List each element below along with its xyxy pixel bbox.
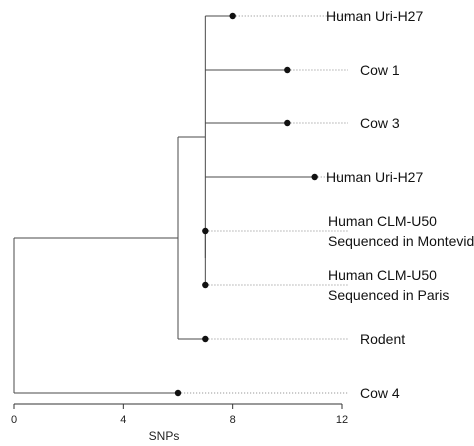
- label-leaf-6-line-2: Sequenced in Paris: [328, 287, 449, 303]
- node-leaf-7: [202, 335, 209, 343]
- tick-label-12: 12: [336, 414, 348, 426]
- leaf-labels: Human Uri-H27 Cow 1 Cow 3 Human Uri-H27 Huma…: [326, 8, 474, 401]
- tick-label-4: 4: [120, 414, 126, 426]
- label-leaf-1-line-1: Human Uri-H27: [326, 8, 423, 24]
- tick-label-8: 8: [230, 414, 236, 426]
- label-leaf-2-line-1: Cow 1: [360, 62, 400, 78]
- node-leaf-8: [174, 389, 182, 397]
- node-leaf-4: [311, 173, 318, 181]
- label-leaf-3-line-1: Cow 3: [360, 115, 400, 131]
- snp-axis: 0 4 8 12 SNPs: [11, 403, 348, 443]
- label-leaf-4-line-1: Human Uri-H27: [326, 169, 423, 185]
- node-leaf-2: [284, 66, 291, 74]
- node-leaf-5: [202, 227, 209, 235]
- label-leaf-5-line-1: Human CLM-U50: [328, 213, 437, 229]
- node-leaf-6: [202, 281, 209, 289]
- label-leaf-6-line-1: Human CLM-U50: [328, 267, 437, 283]
- axis-ticks: 0 4 8 12: [11, 404, 348, 426]
- leaf-connectors: [178, 15, 348, 394]
- node-leaf-1: [229, 12, 236, 20]
- leaf-nodes: [174, 12, 318, 397]
- label-leaf-5-line-2: Sequenced in Montevideo: [328, 233, 474, 249]
- tick-label-0: 0: [11, 414, 17, 426]
- node-leaf-3: [284, 119, 291, 127]
- axis-title: SNPs: [149, 429, 180, 443]
- label-leaf-8-line-1: Cow 4: [360, 385, 400, 401]
- label-leaf-7-line-1: Rodent: [360, 331, 405, 347]
- tree-branches: [13, 15, 315, 394]
